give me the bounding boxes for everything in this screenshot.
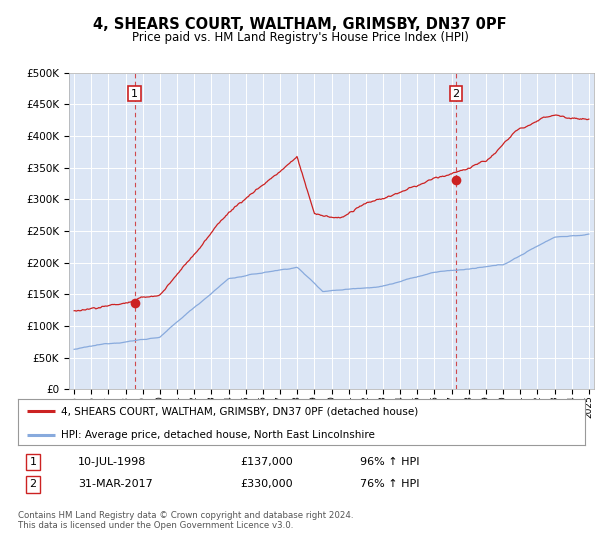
Text: 4, SHEARS COURT, WALTHAM, GRIMSBY, DN37 0PF (detached house): 4, SHEARS COURT, WALTHAM, GRIMSBY, DN37 … [61,406,418,416]
Text: 31-MAR-2017: 31-MAR-2017 [78,479,153,489]
Text: 1: 1 [29,457,37,467]
Text: 2: 2 [452,88,460,99]
Text: £137,000: £137,000 [240,457,293,467]
Text: 1: 1 [131,88,138,99]
Text: HPI: Average price, detached house, North East Lincolnshire: HPI: Average price, detached house, Nort… [61,430,374,440]
Text: 96% ↑ HPI: 96% ↑ HPI [360,457,419,467]
Text: 76% ↑ HPI: 76% ↑ HPI [360,479,419,489]
Text: 4, SHEARS COURT, WALTHAM, GRIMSBY, DN37 0PF: 4, SHEARS COURT, WALTHAM, GRIMSBY, DN37 … [93,17,507,32]
Text: Price paid vs. HM Land Registry's House Price Index (HPI): Price paid vs. HM Land Registry's House … [131,31,469,44]
Text: Contains HM Land Registry data © Crown copyright and database right 2024.
This d: Contains HM Land Registry data © Crown c… [18,511,353,530]
Text: £330,000: £330,000 [240,479,293,489]
Text: 10-JUL-1998: 10-JUL-1998 [78,457,146,467]
Text: 2: 2 [29,479,37,489]
